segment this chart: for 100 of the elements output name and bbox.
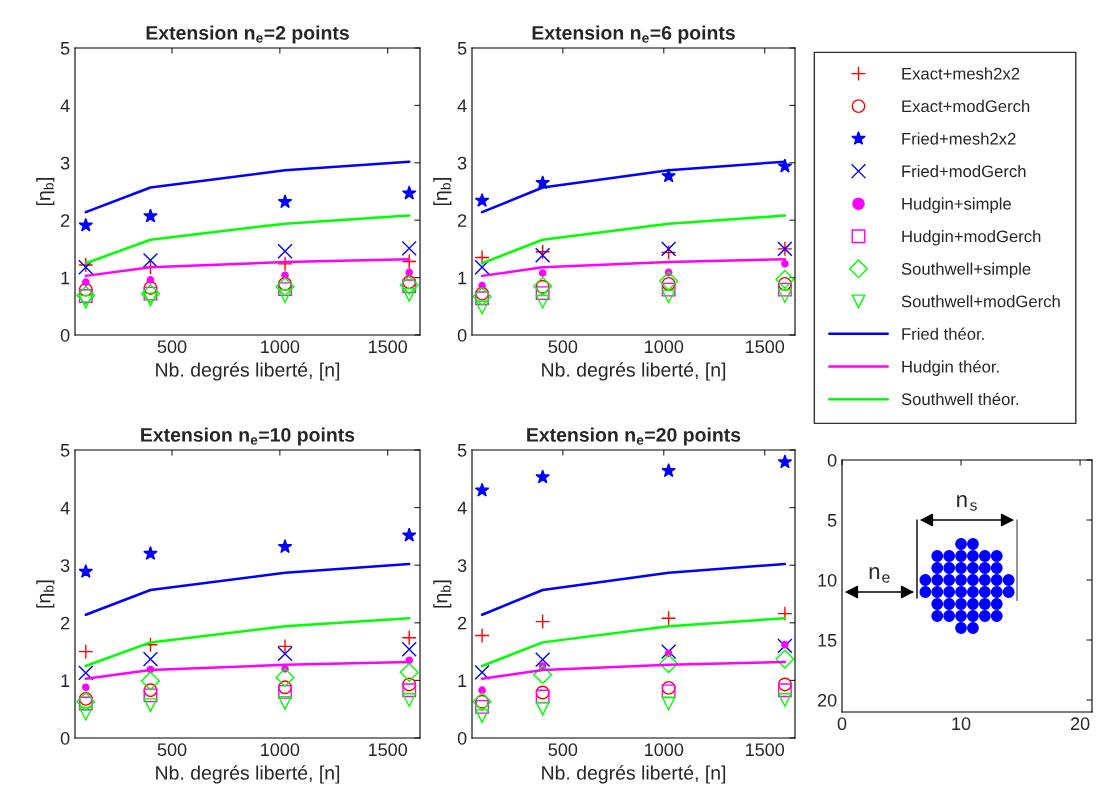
- point: [931, 574, 944, 586]
- x-tick-label: 1500: [368, 340, 408, 354]
- point: [78, 643, 94, 660]
- point: [931, 550, 944, 562]
- y-tick-label: 10: [818, 573, 837, 587]
- point: [777, 693, 792, 707]
- point: [143, 208, 158, 223]
- line-series: [84, 562, 411, 616]
- point: [775, 649, 795, 669]
- point: [967, 574, 979, 586]
- point: [278, 695, 292, 710]
- point: [955, 622, 967, 634]
- point: [140, 671, 161, 691]
- point: [661, 463, 676, 478]
- point: [146, 276, 155, 284]
- point: [781, 640, 789, 649]
- line-series: [480, 562, 787, 616]
- y-axis-title: [η$_{b}$]: [433, 580, 452, 608]
- point: [535, 294, 550, 309]
- point: [978, 562, 991, 574]
- point: [277, 243, 293, 259]
- point: [967, 586, 979, 598]
- point: [478, 686, 486, 695]
- point: [275, 667, 295, 688]
- point: [777, 454, 793, 469]
- chart-title: Extension n$_{e}$=6 points: [532, 25, 735, 44]
- point: [277, 194, 293, 209]
- point: [978, 574, 991, 586]
- y-tick-label: 4: [60, 99, 70, 112]
- point: [143, 683, 158, 698]
- point: [277, 638, 293, 655]
- y-tick-label: 15: [818, 634, 837, 647]
- point: [401, 253, 417, 270]
- point: [777, 289, 792, 303]
- point: [402, 683, 417, 698]
- point: [990, 586, 1003, 598]
- legend-label: Hudgin théor.: [902, 360, 999, 376]
- x-tick-label: 10: [952, 717, 971, 731]
- point: [990, 550, 1003, 562]
- point: [278, 684, 292, 699]
- point: [277, 646, 293, 662]
- legend-label: Fried+mesh2x2: [902, 132, 1016, 145]
- point: [967, 610, 979, 622]
- line-series: [480, 257, 787, 278]
- y-tick-label: 4: [457, 99, 467, 112]
- y-tick-label: 2: [61, 214, 70, 227]
- point: [143, 546, 158, 560]
- point: [143, 698, 158, 713]
- point: [143, 688, 158, 703]
- point: [775, 269, 795, 289]
- line-series: [84, 160, 411, 214]
- point: [661, 696, 676, 711]
- y-tick-label: 5: [457, 42, 467, 55]
- point: [919, 586, 932, 598]
- x-axis-title: Nb. degrés liberté, [n]: [156, 362, 340, 381]
- point: [660, 610, 677, 626]
- y-axis-title: [η$_{b}$]: [36, 177, 55, 206]
- y-tick-label: 2: [61, 616, 70, 630]
- point: [278, 680, 292, 695]
- point: [967, 562, 979, 574]
- point: [659, 654, 679, 674]
- point: [943, 586, 956, 598]
- x-axis-title: Nb. degrés liberté, [n]: [542, 765, 726, 784]
- point: [967, 550, 979, 562]
- legend-label: Southwell+simple: [901, 262, 1031, 279]
- legend-label: Fried théor.: [902, 327, 984, 340]
- x-tick-label: 1500: [746, 743, 785, 757]
- chart-title: Extension n$_{e}$=2 points: [146, 25, 349, 44]
- point: [955, 562, 967, 574]
- chart-title: Extension n$_{e}$=10 points: [141, 427, 355, 446]
- point: [978, 550, 991, 562]
- x-axis-title: Nb. degrés liberté, [n]: [156, 765, 340, 784]
- point: [777, 158, 793, 173]
- legend-label: Southwell théor.: [901, 392, 1019, 406]
- legend-label: Hudgin+modGerch: [902, 230, 1041, 246]
- legend-label: Exact+modGerch: [902, 99, 1030, 113]
- point: [931, 586, 944, 598]
- point: [474, 664, 490, 680]
- point: [399, 662, 419, 682]
- point: [535, 469, 550, 484]
- point: [931, 562, 944, 574]
- point: [943, 574, 956, 586]
- point: [401, 185, 417, 200]
- y-axis-title: [η$_{b}$]: [36, 580, 55, 608]
- point: [401, 630, 417, 646]
- point: [535, 685, 550, 700]
- line-series: [84, 616, 411, 668]
- point: [1002, 574, 1015, 586]
- x-tick-label: 1000: [261, 743, 300, 757]
- x-tick-label: 500: [548, 340, 578, 354]
- point: [402, 287, 417, 302]
- point: [978, 586, 991, 598]
- point: [81, 278, 90, 287]
- point: [661, 168, 676, 183]
- point: [955, 538, 967, 550]
- point: [931, 598, 944, 610]
- point: [990, 598, 1003, 610]
- x-tick-label: 1500: [746, 340, 785, 354]
- y-tick-label: 2: [458, 616, 467, 630]
- point: [474, 259, 490, 275]
